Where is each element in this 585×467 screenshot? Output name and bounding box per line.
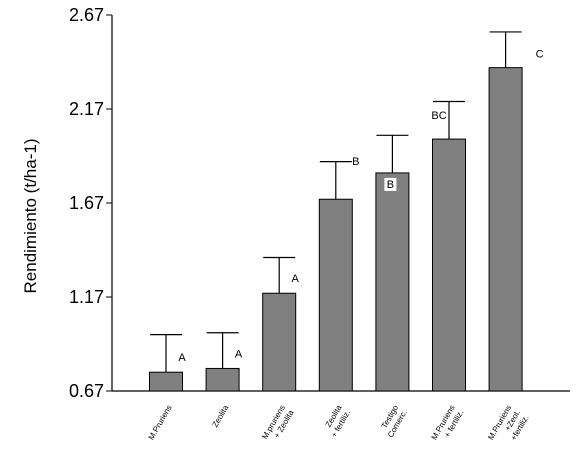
category-label: M.Pruriens — [147, 404, 174, 442]
error-bars — [150, 31, 522, 373]
category-label-line: M.Pruriens — [147, 404, 174, 442]
category-label: Zeolita — [211, 403, 231, 429]
significance-label-bg — [384, 177, 397, 191]
category-label: M.Pruriens+Zeol.+fertiliz. — [486, 404, 530, 443]
y-tick-label: 2.67 — [69, 5, 104, 25]
category-label: M.Pruriens+ fertiliz. — [430, 404, 466, 442]
y-axis-ticks: 0.67 1.17 1.67 2.17 2.67 — [69, 5, 112, 401]
bar — [149, 371, 183, 392]
significance-label: A — [292, 273, 300, 285]
y-tick-label: 1.67 — [69, 193, 104, 213]
significance-label: A — [235, 348, 243, 360]
y-tick-label: 1.17 — [69, 287, 104, 307]
bar — [205, 367, 240, 392]
bar — [432, 138, 466, 392]
bars — [149, 67, 523, 392]
x-axis-category-labels: M.Pruriens Zeolita M.pruriens+ Zeolita Zeol… — [147, 403, 531, 443]
significance-label: C — [536, 49, 544, 61]
category-label: Zeolita+ fertiliz. — [324, 403, 352, 439]
significance-label: B — [387, 179, 394, 191]
significance-label: A — [178, 352, 186, 364]
significance-label: BC — [431, 110, 446, 122]
bar — [318, 198, 353, 392]
y-axis-label: Rendimiento (t/ha-1) — [21, 139, 40, 294]
category-label-line: Zeolita — [211, 403, 231, 429]
significance-labels: A A A B B BC C — [178, 49, 543, 365]
y-tick-label: 0.67 — [69, 381, 104, 401]
y-tick-label: 2.17 — [69, 99, 104, 119]
bar — [262, 292, 297, 392]
bar — [488, 67, 523, 392]
category-label: M.pruriens+ Zeolita — [260, 404, 296, 441]
bar — [375, 172, 410, 392]
significance-label: B — [352, 156, 359, 168]
